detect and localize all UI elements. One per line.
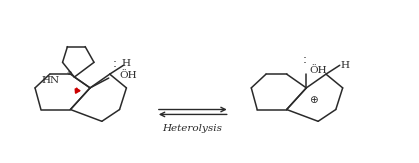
Text: HN: HN bbox=[41, 75, 59, 85]
Text: $\oplus$: $\oplus$ bbox=[309, 94, 319, 105]
Text: ÖH: ÖH bbox=[309, 66, 327, 75]
Text: :: : bbox=[113, 57, 116, 70]
Text: Heterolysis: Heterolysis bbox=[162, 124, 222, 133]
Text: ÖH: ÖH bbox=[119, 71, 137, 80]
FancyArrowPatch shape bbox=[75, 88, 80, 93]
Text: H: H bbox=[122, 59, 131, 68]
Text: H: H bbox=[340, 61, 349, 70]
Text: $^{\oplus}$: $^{\oplus}$ bbox=[66, 71, 73, 80]
Text: :: : bbox=[303, 53, 306, 66]
